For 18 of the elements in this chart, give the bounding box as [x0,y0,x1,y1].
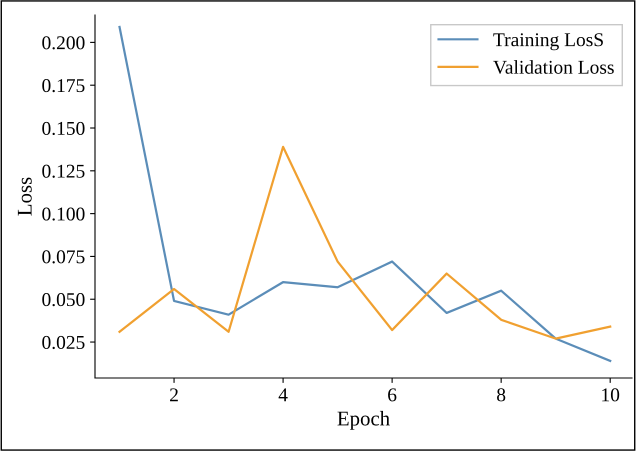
y-tick-label: 0.200 [42,36,85,50]
y-axis-title: Loss [18,178,32,216]
y-tick-label: 0.125 [42,164,85,178]
x-axis-title: Epoch [337,410,390,430]
y-tick-label: 0.050 [42,293,85,306]
legend-label: Validation Loss [493,60,614,74]
y-tick-label: 0.175 [42,79,85,92]
x-tick-label: 2 [170,388,178,402]
x-tick-label: 6 [388,388,396,402]
x-tick-label: 4 [278,388,288,402]
x-tick-label: 10 [602,388,620,402]
y-tick-label: 0.150 [42,122,85,136]
line-series [118,146,612,340]
y-tick-label: 0.100 [42,207,85,221]
y-tick-label: 0.025 [42,336,85,350]
legend-label: Training LosS [493,33,603,50]
y-tick-label: 0.075 [42,250,85,264]
x-tick-label: 8 [497,388,506,402]
